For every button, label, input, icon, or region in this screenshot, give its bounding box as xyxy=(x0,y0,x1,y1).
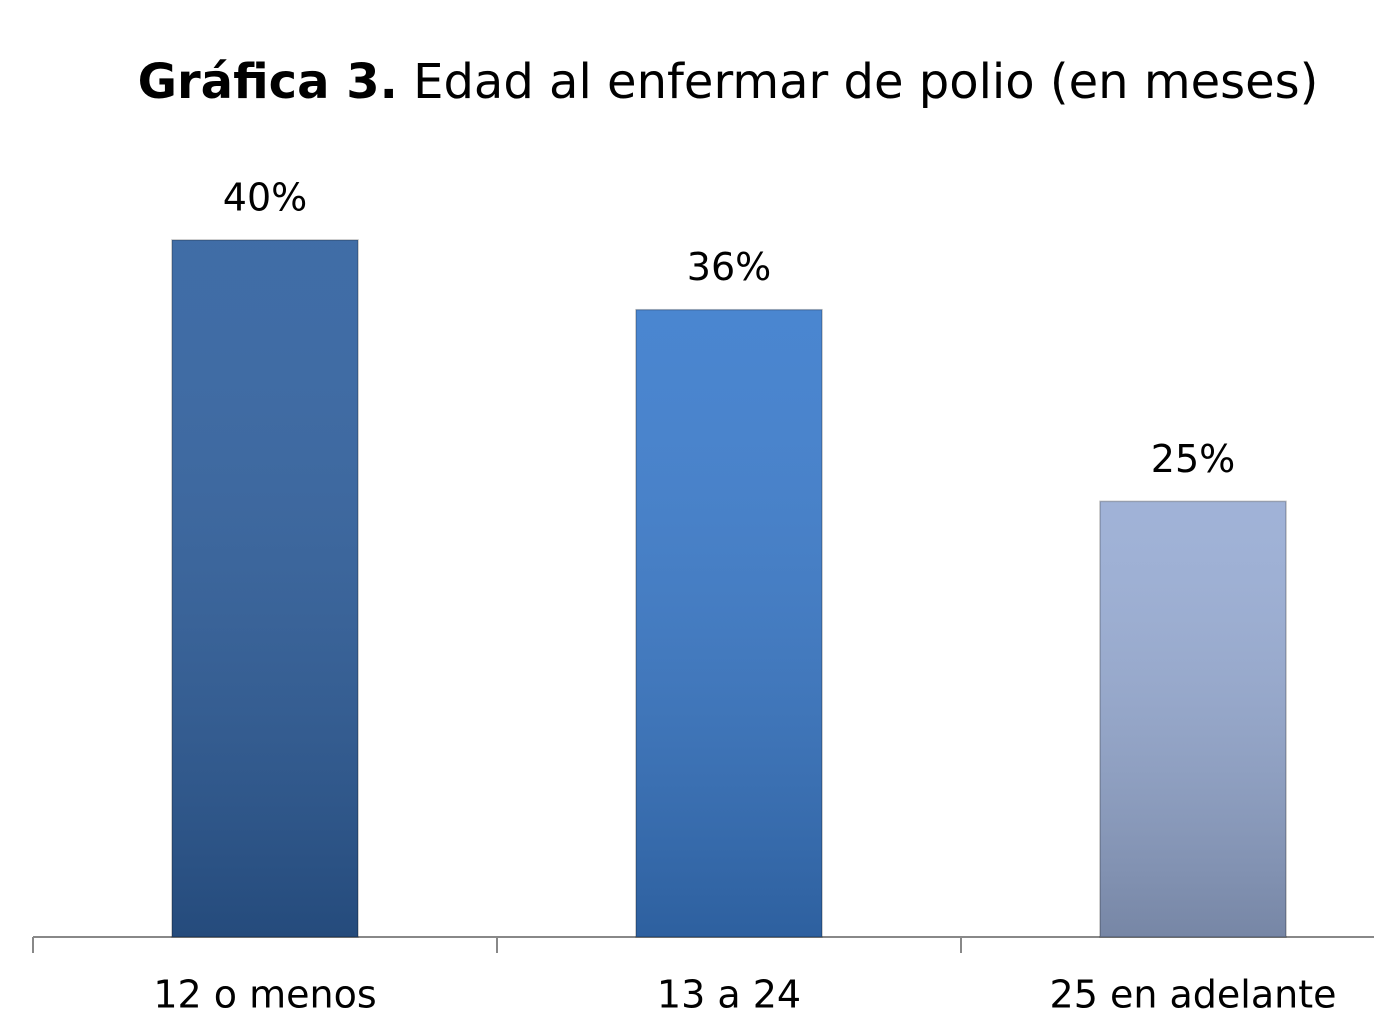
x-tick-label: 13 a 24 xyxy=(657,973,801,1017)
bar xyxy=(635,308,823,938)
value-label: 40% xyxy=(223,176,307,220)
x-tick-label: 25 en adelante xyxy=(1050,973,1337,1017)
bar xyxy=(1099,500,1287,938)
title-text: Edad al enfermar de polio (en meses) xyxy=(413,54,1318,110)
value-label: 36% xyxy=(687,245,771,289)
value-label: 25% xyxy=(1151,437,1235,481)
x-tick-label: 12 o menos xyxy=(153,973,376,1017)
title-bold: Gráfica 3. xyxy=(138,54,398,110)
bar xyxy=(171,239,359,938)
chart-title: Gráfica 3. Edad al enfermar de polio (en… xyxy=(138,54,1319,110)
